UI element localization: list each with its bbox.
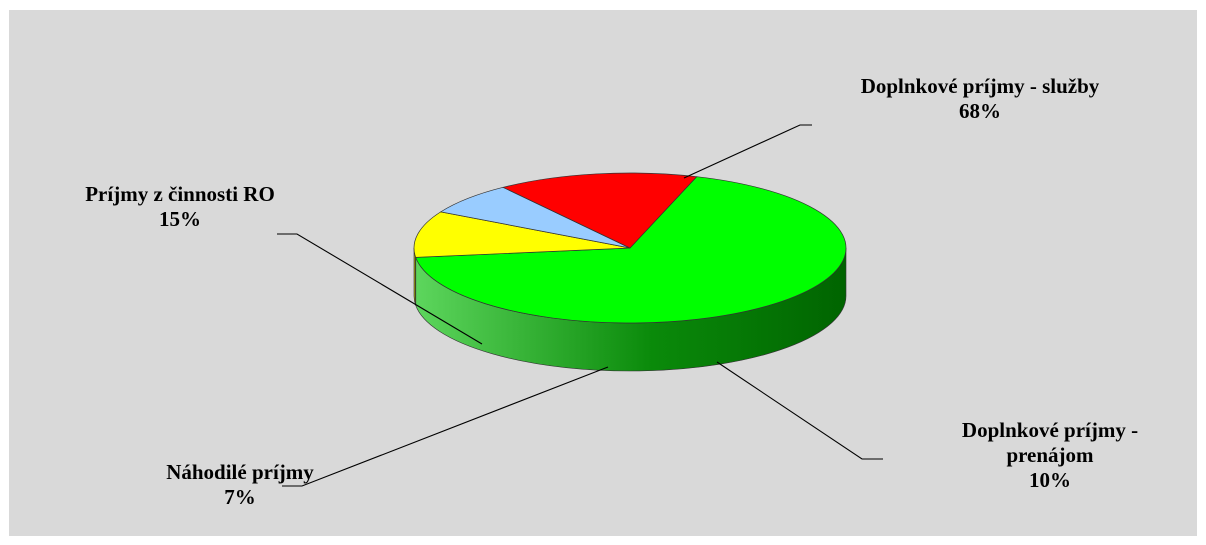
slice-doplnkove-prenajom	[413, 211, 631, 258]
data-label-nahodile-name: Náhodilé príjmy	[166, 460, 314, 484]
data-label-doplnkove-prenajom-name-line1: Doplnkové príjmy -	[961, 418, 1139, 442]
data-label-cinnost-ro-percent: 15%	[159, 207, 201, 231]
data-label-cinnost-ro: Príjmy z činnosti RO 15%	[30, 182, 330, 232]
data-label-doplnkove-prenajom-name-line2: prenájom	[1006, 443, 1094, 467]
data-label-doplnkove-prenajom: Doplnkové príjmy - prenájom 10%	[900, 418, 1200, 493]
leader-line-cinnost-ro	[277, 233, 483, 345]
leader-line-nahodile	[282, 366, 609, 487]
slice-doplnkove-sluzby	[415, 176, 847, 324]
data-label-nahodile-percent: 7%	[224, 485, 256, 509]
data-label-doplnkove-prenajom-percent: 10%	[1029, 468, 1071, 492]
data-label-doplnkove-sluzby-name: Doplnkové príjmy - služby	[860, 74, 1100, 98]
data-label-nahodile: Náhodilé príjmy 7%	[115, 460, 365, 510]
leader-line-doplnkove-prenajom	[716, 361, 883, 460]
leader-line-doplnkove-sluzby	[683, 124, 812, 179]
slice-cinnost-ro	[502, 172, 698, 249]
data-label-doplnkove-sluzby-percent: 68%	[959, 99, 1001, 123]
data-label-doplnkove-sluzby: Doplnkové príjmy - služby 68%	[780, 74, 1180, 124]
data-label-cinnost-ro-name: Príjmy z činnosti RO	[85, 182, 275, 206]
